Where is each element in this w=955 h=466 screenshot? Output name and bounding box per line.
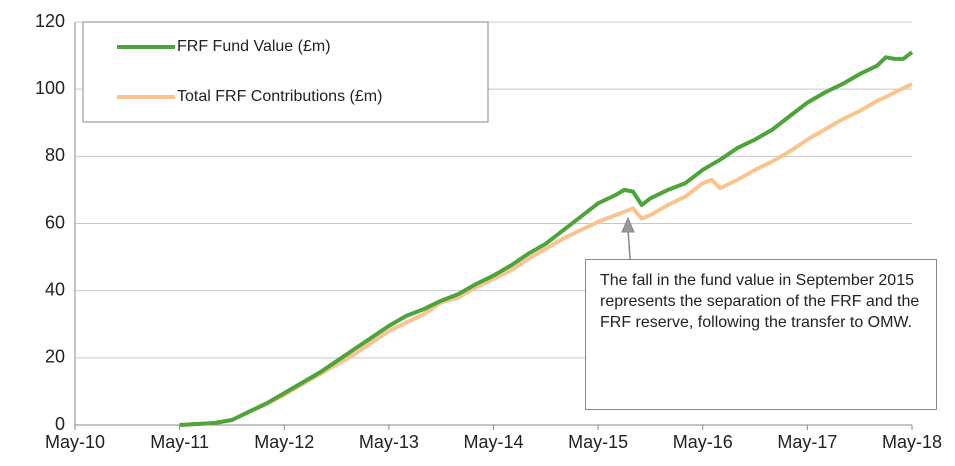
y-tick-label: 40 [45,279,65,299]
x-tick-label: May-11 [150,432,209,452]
y-tick-label: 0 [55,414,65,434]
legend-label: FRF Fund Value (£m) [177,38,331,55]
x-tick-label: May-10 [45,432,105,452]
y-tick-label: 80 [45,145,65,165]
x-tick-label: May-16 [673,432,733,452]
x-tick-label: May-13 [359,432,419,452]
y-tick-label: 20 [45,347,65,367]
series-line [179,50,914,427]
arrow-head [621,216,635,233]
y-tick-label: 60 [45,212,65,232]
legend-box [82,21,489,123]
annotation-arrow [627,227,631,260]
x-tick-label: May-15 [568,432,628,452]
y-tick-label: 120 [35,11,65,31]
x-tick-label: May-17 [777,432,837,452]
y-tick-label: 100 [35,78,65,98]
x-tick-label: May-18 [882,432,942,452]
x-tick-label: May-12 [254,432,314,452]
x-tick-label: May-14 [463,432,523,452]
annotation: The fall in the fund value in September … [585,259,937,410]
legend-label: Total FRF Contributions (£m) [177,88,382,105]
